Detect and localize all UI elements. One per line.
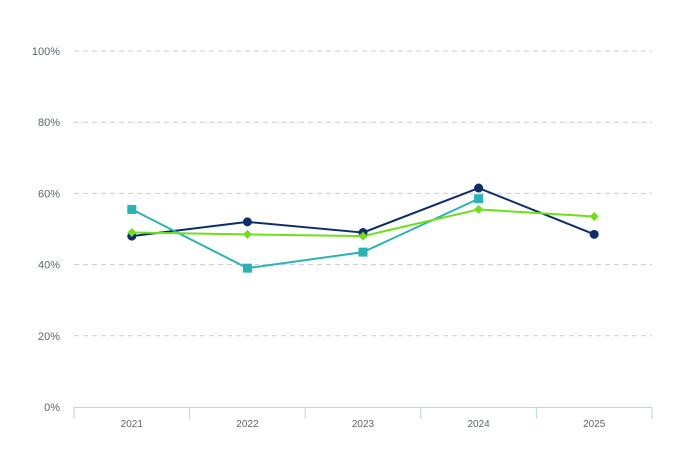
y-tick-label: 60% <box>38 188 60 200</box>
data-point-circle <box>589 229 599 239</box>
data-point-square <box>358 247 368 257</box>
data-point-diamond <box>474 204 484 214</box>
x-axis <box>73 407 653 419</box>
data-point-diamond <box>358 231 368 241</box>
data-point-square <box>242 263 252 273</box>
series-line-2 <box>131 197 480 270</box>
x-tick-label: 2024 <box>467 419 490 430</box>
x-tick-label: 2022 <box>236 419 259 430</box>
y-tick-label: 80% <box>38 117 60 129</box>
data-point-circle <box>474 183 484 193</box>
x-axis-ticks: 2021 2022 2023 2024 2025 <box>121 419 606 430</box>
series-markers <box>127 183 599 273</box>
data-point-diamond <box>589 212 599 222</box>
data-point-diamond <box>127 228 137 238</box>
y-tick-label: 100% <box>32 46 60 58</box>
data-point-diamond <box>242 229 252 239</box>
y-tick-label: 40% <box>38 260 60 272</box>
data-point-circle <box>242 217 252 227</box>
y-tick-label: 0% <box>44 402 60 414</box>
x-tick-label: 2025 <box>583 419 606 430</box>
data-point-square <box>474 194 484 204</box>
y-axis-ticks: 0% 20% 40% 60% 80% 100% <box>32 46 60 414</box>
x-tick-label: 2023 <box>352 419 375 430</box>
x-tick-label: 2021 <box>121 419 144 430</box>
gridlines <box>74 50 652 337</box>
data-point-square <box>127 204 137 214</box>
y-tick-label: 20% <box>38 331 60 343</box>
